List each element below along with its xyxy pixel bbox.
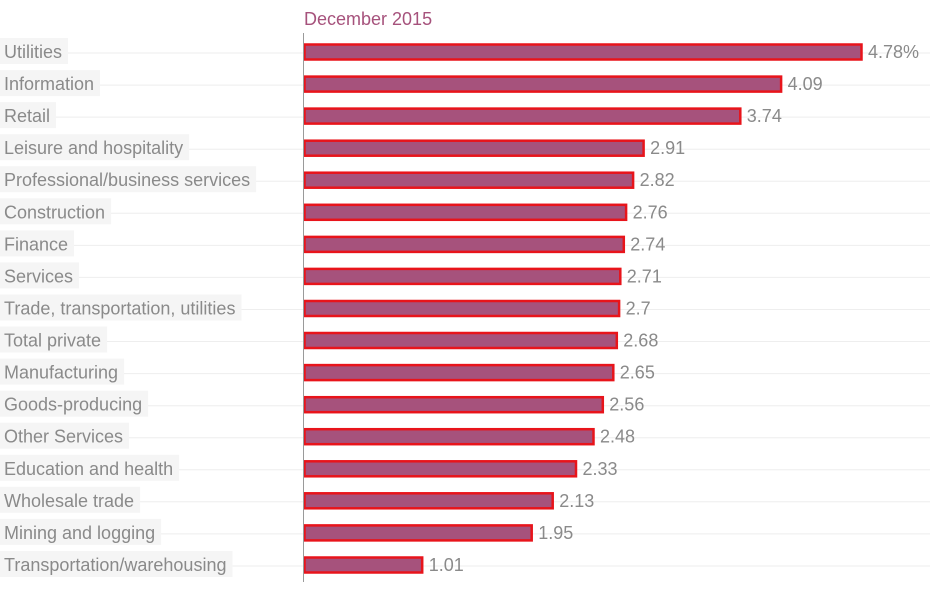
value-label: 2.56 bbox=[609, 395, 644, 415]
category-label-background bbox=[0, 422, 129, 449]
value-labels: 4.78% 4.09 3.74 2.91 2.82 2.76 2.74 2.71 2.7 2.68… bbox=[429, 42, 919, 575]
bar bbox=[303, 427, 595, 446]
bar bbox=[303, 203, 628, 222]
category-label-background bbox=[0, 390, 149, 417]
category-label-background bbox=[0, 38, 68, 64]
category-label-background bbox=[0, 70, 100, 97]
category-label: Wholesale trade bbox=[4, 491, 134, 511]
legend-series-label: December 2015 bbox=[304, 9, 432, 29]
bar bbox=[303, 235, 626, 254]
category-label: Education and health bbox=[4, 459, 173, 479]
value-label: 2.13 bbox=[559, 491, 594, 511]
value-label: 4.78% bbox=[868, 42, 919, 62]
value-label: 2.7 bbox=[626, 299, 651, 319]
value-label: 2.76 bbox=[633, 202, 668, 222]
category-labels: Utilities Information Retail Leisure and ho… bbox=[0, 38, 257, 577]
value-label: 2.74 bbox=[630, 234, 665, 254]
value-label: 2.71 bbox=[627, 266, 662, 286]
bar bbox=[303, 139, 645, 157]
category-label-background bbox=[0, 358, 125, 385]
value-label: 2.48 bbox=[600, 427, 635, 447]
category-label-background bbox=[0, 166, 257, 193]
value-label: 2.82 bbox=[640, 170, 675, 190]
bar bbox=[303, 556, 424, 574]
bar bbox=[303, 299, 621, 318]
category-label: Transportation/warehousing bbox=[4, 555, 226, 575]
category-label: Services bbox=[4, 266, 73, 286]
category-label: Trade, transportation, utilities bbox=[4, 299, 235, 319]
bar bbox=[303, 75, 783, 93]
bar bbox=[303, 524, 533, 542]
bar bbox=[303, 395, 605, 414]
value-label: 3.74 bbox=[747, 106, 782, 126]
category-label: Construction bbox=[4, 202, 105, 222]
category-label-background bbox=[0, 326, 108, 353]
category-label: Mining and logging bbox=[4, 523, 155, 543]
category-label-background bbox=[0, 454, 180, 481]
value-label: 1.95 bbox=[538, 523, 573, 543]
bar bbox=[303, 363, 615, 382]
category-label: Leisure and hospitality bbox=[4, 138, 183, 158]
category-label-background bbox=[0, 262, 79, 289]
category-label: Other Services bbox=[4, 427, 123, 447]
value-label: 2.68 bbox=[623, 331, 658, 351]
bar bbox=[303, 331, 619, 350]
bar bbox=[303, 267, 622, 286]
category-label: Manufacturing bbox=[4, 363, 118, 383]
category-label: Finance bbox=[4, 234, 68, 254]
category-label-background bbox=[0, 134, 190, 161]
bar bbox=[303, 107, 742, 125]
value-label: 2.33 bbox=[583, 459, 618, 479]
value-label: 4.09 bbox=[788, 74, 823, 94]
category-label-background bbox=[0, 551, 233, 577]
bar bbox=[303, 171, 635, 189]
category-label: Total private bbox=[4, 331, 101, 351]
category-label-background bbox=[0, 518, 162, 545]
bar bbox=[303, 492, 554, 510]
value-label: 2.65 bbox=[620, 363, 655, 383]
category-label: Goods-producing bbox=[4, 395, 142, 415]
category-label-background bbox=[0, 230, 74, 257]
bars bbox=[303, 43, 863, 574]
category-label: Information bbox=[4, 74, 94, 94]
value-label: 1.01 bbox=[429, 555, 464, 575]
category-label: Retail bbox=[4, 106, 50, 126]
category-label-background bbox=[0, 486, 141, 513]
category-label-background bbox=[0, 198, 112, 225]
category-label: Utilities bbox=[4, 42, 62, 62]
value-label: 2.91 bbox=[650, 138, 685, 158]
category-label-background bbox=[0, 294, 242, 321]
category-label: Professional/business services bbox=[4, 170, 250, 190]
category-label-background bbox=[0, 102, 56, 129]
bar bbox=[303, 43, 863, 61]
bar bbox=[303, 460, 578, 478]
